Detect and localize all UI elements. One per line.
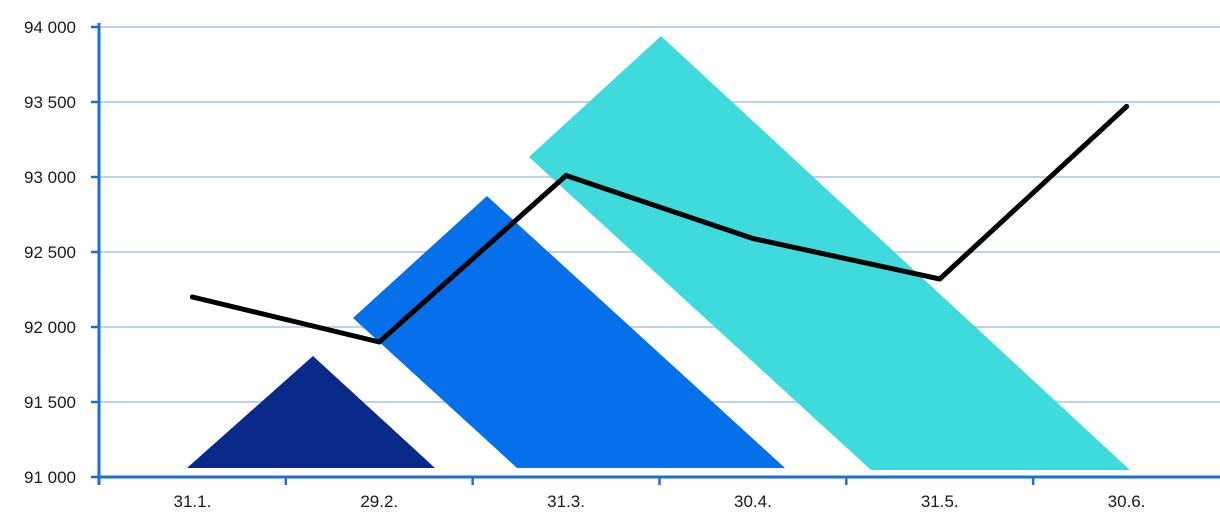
y-tick-label: 93 000 <box>24 168 76 187</box>
x-tick-label: 31.5. <box>921 492 959 511</box>
y-tick-label: 94 000 <box>24 18 76 37</box>
x-tick-label: 30.6. <box>1108 492 1146 511</box>
x-tick-label: 29.2. <box>360 492 398 511</box>
series-layer <box>189 104 1130 345</box>
x-tick-label: 31.1. <box>174 492 212 511</box>
data-point <box>937 276 943 282</box>
y-tick-label: 92 000 <box>24 318 76 337</box>
series-line <box>189 104 1130 345</box>
y-tick-label: 93 500 <box>24 93 76 112</box>
y-tick-label: 91 500 <box>24 393 76 412</box>
x-axis-ticks: 31.1. 29.2. 31.3. 30.4. 31.5. 30.6. <box>174 477 1146 511</box>
data-point <box>189 294 195 300</box>
data-point <box>563 173 569 178</box>
x-tick-label: 30.4. <box>734 492 772 511</box>
y-tick-label: 91 000 <box>24 468 76 487</box>
blue-parallelogram-shape <box>353 196 785 468</box>
data-point <box>1124 104 1130 109</box>
y-tick-label: 92 500 <box>24 243 76 262</box>
data-point <box>750 236 756 241</box>
background-logo-shapes <box>187 36 1130 470</box>
navy-triangle-shape <box>187 356 435 468</box>
data-point <box>376 339 382 345</box>
x-tick-label: 31.3. <box>547 492 585 511</box>
y-axis-ticks: 91 000 91 500 92 000 92 500 93 000 93 500 94 0… <box>24 18 99 487</box>
